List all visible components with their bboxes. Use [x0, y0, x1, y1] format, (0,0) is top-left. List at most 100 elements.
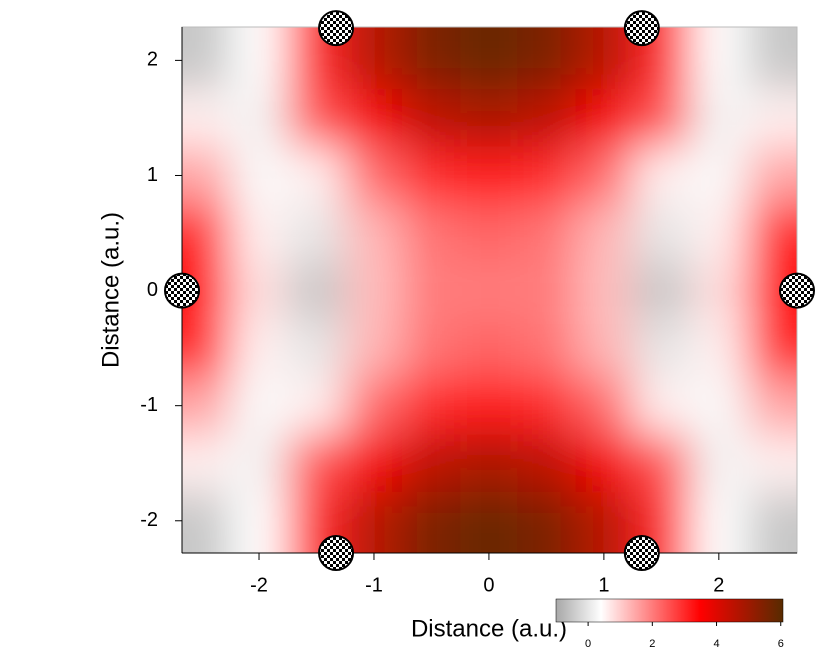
heat-cell: [287, 376, 346, 435]
heat-cell: [402, 261, 461, 320]
heat-cell: [690, 319, 748, 377]
heat-cell: [182, 27, 231, 90]
heat-cell: [575, 204, 633, 262]
y-axis-label: Distance (a.u.): [97, 212, 124, 368]
y-tick-label: -1: [140, 394, 158, 416]
heat-cell: [402, 89, 461, 147]
x-axis-label: Distance (a.u.): [411, 615, 567, 642]
heat-cell: [690, 261, 748, 320]
heat-cell: [402, 491, 461, 553]
heat-cell: [287, 89, 346, 147]
heat-cell: [345, 27, 403, 90]
heat-cell: [747, 319, 797, 377]
heat-cell: [182, 204, 231, 262]
heat-cell: [575, 89, 633, 147]
heat-cell: [575, 146, 633, 205]
heat-cell: [182, 491, 231, 553]
heat-cell: [230, 319, 288, 377]
heat-cell: [460, 204, 518, 262]
heat-cell: [690, 27, 748, 90]
heat-cell: [690, 89, 748, 147]
heat-cell: [345, 491, 403, 553]
heat-cell: [632, 89, 691, 147]
colorbar-tick-label: 2: [649, 638, 655, 650]
heat-cell: [345, 319, 403, 377]
heat-cell: [287, 434, 346, 492]
heat-cell: [632, 146, 691, 205]
heat-cell: [747, 376, 797, 435]
colorbar-tick-label: 4: [713, 638, 719, 650]
heat-cell: [287, 261, 346, 320]
heat-cell: [182, 319, 231, 377]
heat-cell: [690, 376, 748, 435]
heat-cell: [632, 434, 691, 492]
y-tick-label: 2: [147, 49, 158, 71]
heat-cell: [230, 491, 288, 553]
heat-cell: [575, 376, 633, 435]
heat-cell: [230, 204, 288, 262]
heat-cell: [460, 491, 518, 553]
heat-cell: [402, 146, 461, 205]
colorbar: [555, 598, 784, 623]
heat-cell: [575, 261, 633, 320]
heat-cell: [182, 434, 231, 492]
heat-cell: [230, 261, 288, 320]
heat-cell: [690, 204, 748, 262]
heat-cell: [747, 434, 797, 492]
heat-cell: [517, 434, 576, 492]
heat-cell: [345, 376, 403, 435]
heat-cell: [230, 434, 288, 492]
heat-cell: [182, 146, 231, 205]
atom: [623, 10, 660, 47]
heat-cell: [517, 376, 576, 435]
heat-cell: [517, 261, 576, 320]
heat-cell: [460, 146, 518, 205]
colorbar-tick-label: 6: [778, 638, 784, 650]
atom: [318, 535, 355, 571]
heat-cell: [690, 146, 748, 205]
x-tick-label: 0: [483, 574, 494, 596]
heat-cell: [517, 27, 576, 90]
heat-cell: [575, 491, 633, 553]
heat-cell: [182, 89, 231, 147]
heat-cell: [575, 319, 633, 377]
heat-cell: [287, 204, 346, 262]
heat-cell: [460, 89, 518, 147]
heat-cell: [517, 89, 576, 147]
heat-cell: [287, 319, 346, 377]
heat-cell: [460, 434, 518, 492]
y-tick-label: 0: [147, 279, 158, 301]
heat-cell: [345, 204, 403, 262]
heatmap: [182, 27, 797, 553]
heat-cell: [747, 89, 797, 147]
heat-cell: [230, 376, 288, 435]
colorbar-tick-label: 0: [585, 638, 591, 650]
atom: [779, 272, 815, 309]
heat-cell: [287, 146, 346, 205]
heat-cell: [690, 434, 748, 492]
heat-cell: [460, 261, 518, 320]
x-tick-label: 2: [713, 574, 724, 596]
heat-cell: [345, 261, 403, 320]
heat-cell: [345, 146, 403, 205]
heat-cell: [402, 27, 461, 90]
heat-cell: [575, 27, 633, 90]
heat-cell: [460, 319, 518, 377]
heat-cell: [402, 376, 461, 435]
atom: [318, 10, 355, 47]
x-tick-label: -2: [250, 574, 268, 596]
heat-cell: [517, 204, 576, 262]
heat-cell: [632, 204, 691, 262]
heat-cell: [747, 146, 797, 205]
heat-cell: [517, 319, 576, 377]
heat-cell: [402, 319, 461, 377]
heat-cell: [747, 491, 797, 553]
heat-cell: [230, 27, 288, 90]
heat-cell: [230, 146, 288, 205]
heat-cell: [345, 434, 403, 492]
heat-cell: [747, 204, 797, 262]
heat-cell: [402, 204, 461, 262]
heat-cell: [182, 376, 231, 435]
heat-cell: [517, 491, 576, 553]
